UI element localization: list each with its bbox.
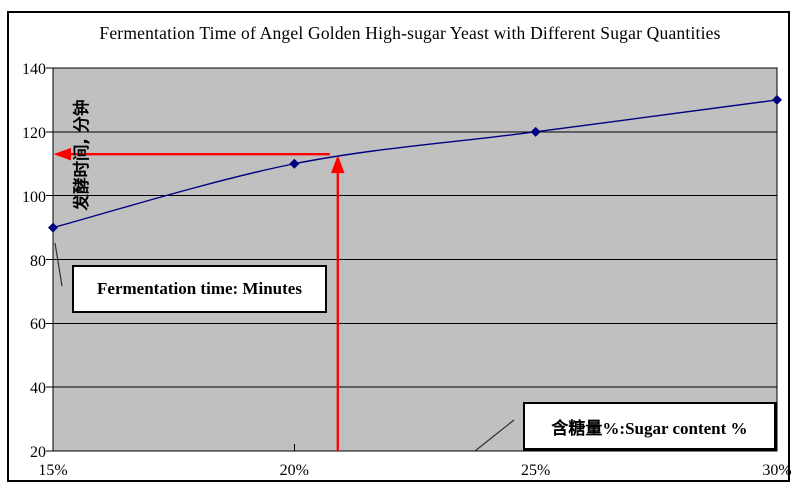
callout-leader-line	[474, 419, 515, 452]
data-point-marker	[772, 94, 782, 105]
y-tick-label: 40	[30, 380, 46, 398]
y-tick-label: 80	[30, 252, 46, 270]
data-point-marker	[530, 126, 541, 137]
data-point-marker	[289, 158, 300, 169]
y-tick-label: 60	[30, 316, 46, 334]
y-axis-title: 发酵时间, 分钟	[72, 99, 91, 211]
data-line	[52, 99, 778, 229]
x-tick-label: 20%	[279, 462, 309, 479]
figure-border	[7, 11, 790, 482]
annotation-up-arrowhead	[330, 155, 345, 174]
x-tick-label: 30%	[762, 462, 792, 479]
data-point-marker	[48, 222, 58, 233]
y-tick-label: 140	[22, 61, 46, 78]
fermentation-time-label-box: Fermentation time: Minutes	[72, 265, 327, 313]
sugar-content-label-box: 含糖量%:Sugar content %	[523, 402, 777, 451]
y-tick-label: 20	[30, 444, 46, 461]
y-tick-label: 120	[22, 124, 46, 142]
chart-title: Fermentation Time of Angel Golden High-s…	[99, 23, 721, 43]
callout-leader-line	[54, 242, 63, 287]
x-tick-label: 25%	[520, 462, 551, 479]
annotation-left-arrowhead	[53, 147, 71, 161]
y-tick-label: 100	[22, 188, 46, 206]
x-tick-label: 15%	[38, 462, 68, 479]
